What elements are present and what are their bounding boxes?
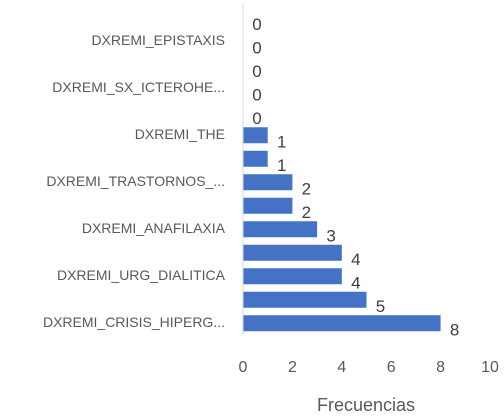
bar: [243, 244, 342, 261]
data-label: 8: [450, 321, 459, 340]
bar: [243, 315, 441, 332]
data-label: 2: [302, 203, 311, 222]
bar: [243, 127, 268, 144]
data-label: 0: [252, 62, 261, 81]
y-tick-label: DXREMI_TRASTORNOS_...: [46, 173, 225, 189]
bar: [243, 150, 268, 167]
bar: [243, 197, 293, 214]
data-label: 0: [252, 86, 261, 105]
x-tick-label: 10: [481, 359, 499, 376]
data-label: 4: [351, 250, 360, 269]
data-label: 5: [376, 297, 385, 316]
y-tick-label: DXREMI_EPISTAXIS: [91, 32, 225, 48]
data-label: 0: [252, 109, 261, 128]
x-tick-label: 4: [337, 359, 346, 376]
bar: [243, 291, 367, 308]
data-label: 1: [277, 133, 286, 152]
bar: [243, 174, 293, 191]
x-tick-label: 6: [387, 359, 396, 376]
y-tick-label: DXREMI_THE: [135, 126, 225, 142]
y-tick-label: DXREMI_URG_DIALITICA: [57, 267, 226, 283]
data-label: 3: [326, 227, 335, 246]
y-tick-label: DXREMI_SX_ICTEROHE...: [52, 79, 225, 95]
data-label: 0: [252, 39, 261, 58]
data-label: 4: [351, 274, 360, 293]
data-label: 2: [302, 180, 311, 199]
y-tick-label: DXREMI_ANAFILAXIA: [82, 220, 226, 236]
data-label: 1: [277, 156, 286, 175]
x-tick-label: 0: [239, 359, 248, 376]
y-tick-label: DXREMI_CRISIS_HIPERG...: [43, 314, 225, 330]
x-tick-label: 2: [288, 359, 297, 376]
x-axis-label: Frecuencias: [317, 395, 415, 415]
bar: [243, 221, 318, 238]
x-tick-label: 8: [436, 359, 445, 376]
bar: [243, 268, 342, 285]
data-label: 0: [252, 15, 261, 34]
